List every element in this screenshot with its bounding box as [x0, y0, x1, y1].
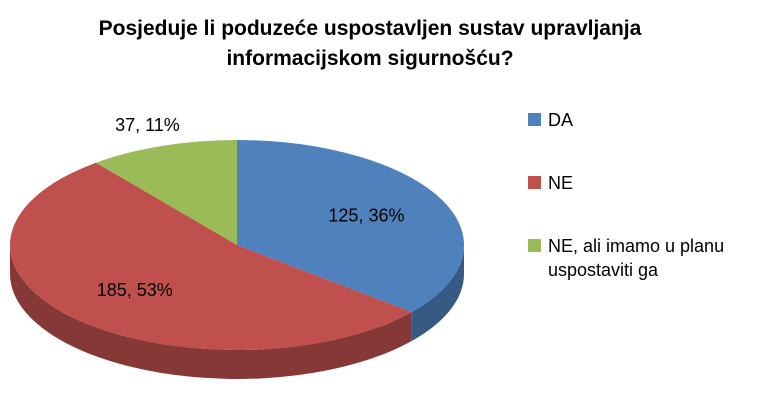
slice-side [411, 245, 464, 342]
legend-label: NE [548, 173, 574, 193]
legend-swatch [528, 239, 541, 252]
data-label: 125, 36% [328, 206, 404, 226]
legend-swatch [528, 113, 541, 126]
legend-label: NE, ali imamo u planu uspostaviti ga [548, 236, 725, 280]
legend-item: NE, ali imamo u planu uspostaviti ga [528, 234, 768, 282]
legend-item: DA [528, 108, 768, 132]
data-label: 185, 53% [97, 280, 173, 300]
legend-item: NE [528, 171, 768, 195]
slice [96, 140, 237, 245]
slice [10, 162, 412, 350]
slice-side [10, 245, 412, 379]
data-label: 37, 11% [115, 115, 180, 135]
chart-title: Posjeduje li poduzeće uspostavljen susta… [98, 17, 642, 70]
slice [237, 140, 464, 313]
legend-swatch [528, 176, 541, 189]
legend-label: DA [548, 110, 574, 130]
